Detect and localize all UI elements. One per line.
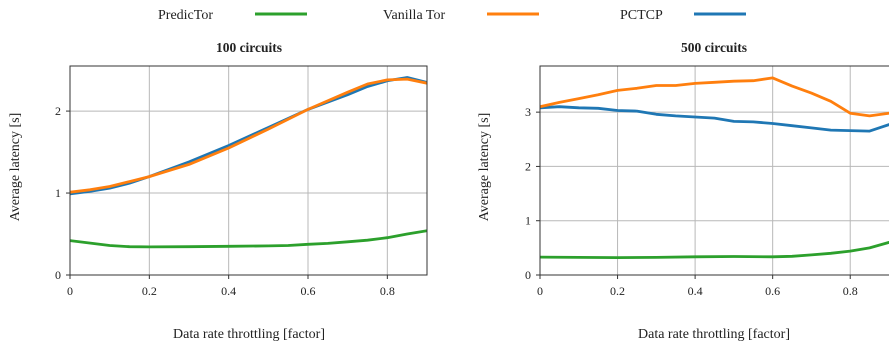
x-axis-label: Data rate throttling [factor] xyxy=(173,327,325,342)
x-tick-label: 0 xyxy=(537,284,543,298)
x-tick-label: 0.2 xyxy=(142,284,157,298)
series-line-pctcp xyxy=(70,76,427,196)
y-axis-label: Average latency [s] xyxy=(477,113,492,222)
y-tick-label: 1 xyxy=(525,214,531,228)
series-line-predictor xyxy=(70,229,427,249)
series-line-vanilla-tor xyxy=(540,76,889,118)
x-tick-label: 0.4 xyxy=(221,284,236,298)
panel-500-circuits: 500 circuits Data rate throttling [facto… xyxy=(477,40,889,342)
legend: PredicTor Vanilla Tor PCTCP xyxy=(158,8,746,23)
y-tick-label: 0 xyxy=(55,268,61,282)
y-tick-label: 0 xyxy=(525,268,531,282)
legend-label-predictor: PredicTor xyxy=(158,8,213,23)
x-tick-label: 0.6 xyxy=(765,284,780,298)
x-tick-label: 0.8 xyxy=(843,284,858,298)
y-tick-label: 2 xyxy=(525,159,531,173)
x-tick-label: 0.2 xyxy=(610,284,625,298)
plot-frame xyxy=(69,65,428,276)
series-line-pctcp xyxy=(540,105,889,133)
legend-label-vanilla-tor: Vanilla Tor xyxy=(383,8,445,23)
y-tick-label: 2 xyxy=(55,104,61,118)
series-line-predictor xyxy=(540,240,889,260)
y-tick-label: 1 xyxy=(55,186,61,200)
x-tick-label: 0.8 xyxy=(380,284,395,298)
y-tick-label: 3 xyxy=(525,105,531,119)
x-tick-label: 0.6 xyxy=(301,284,316,298)
series-line-vanilla-tor xyxy=(70,77,427,194)
panel-title: 100 circuits xyxy=(216,40,282,55)
x-tick-label: 0.4 xyxy=(688,284,703,298)
y-axis-label: Average latency [s] xyxy=(8,113,23,222)
panel-100-circuits: 100 circuits Data rate throttling [facto… xyxy=(8,40,428,342)
panel-title: 500 circuits xyxy=(681,40,747,55)
x-tick-label: 0 xyxy=(67,284,73,298)
plot-frame xyxy=(539,65,889,276)
legend-label-pctcp: PCTCP xyxy=(620,8,663,23)
x-axis-label: Data rate throttling [factor] xyxy=(638,327,790,342)
